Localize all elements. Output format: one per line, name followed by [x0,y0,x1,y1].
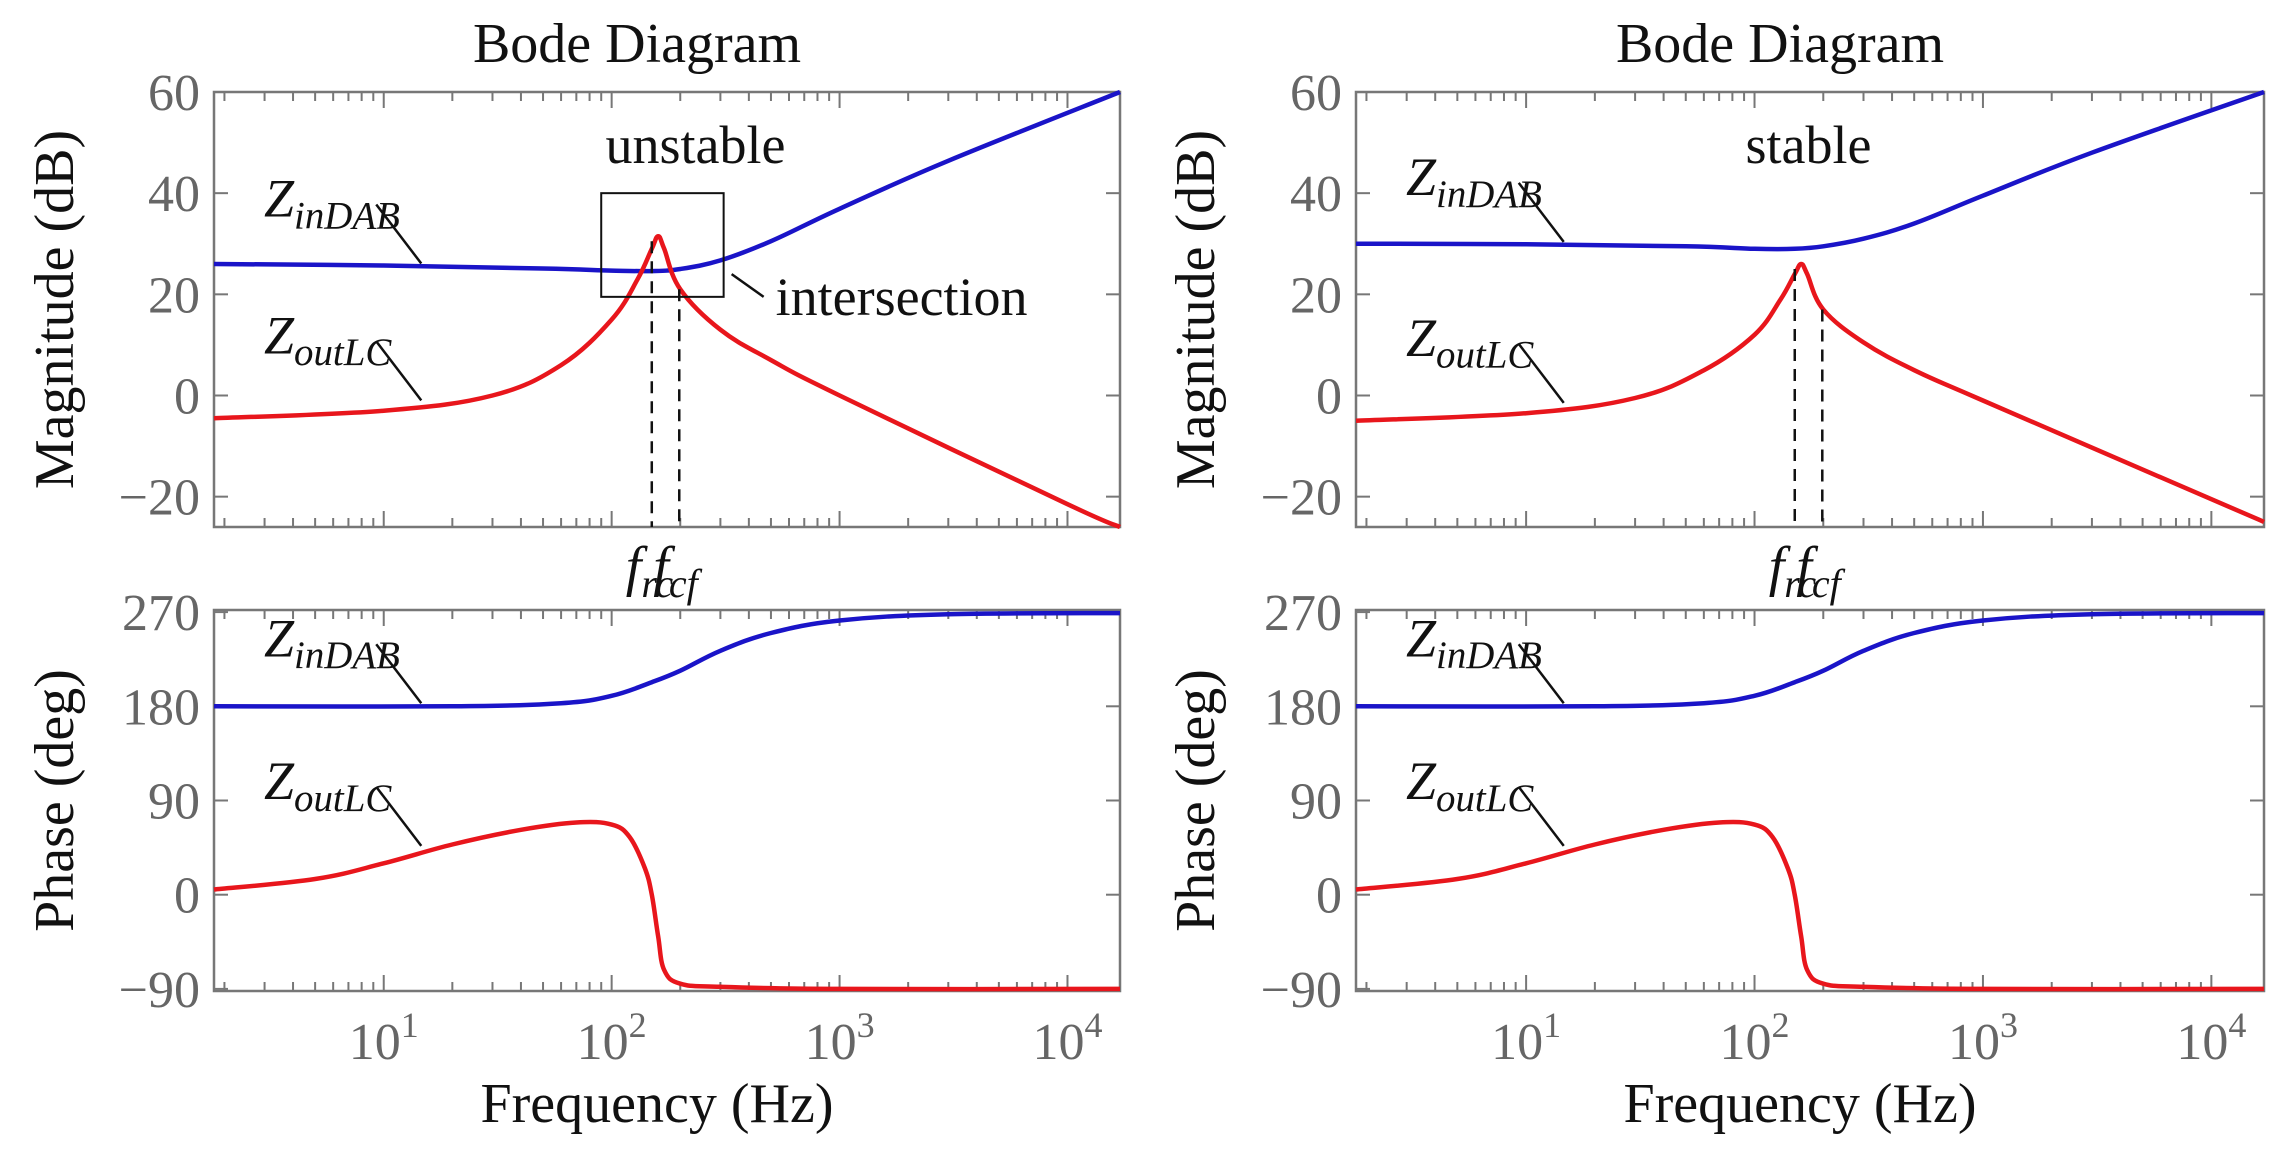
right-phase-y-tick-label: 270 [1264,585,1342,642]
left-magnitude-f-label-cf: fcf [653,536,702,606]
left-phase-leader-ZoutLC [375,786,423,847]
right-magnitude-state-label: stable [1746,115,1872,175]
left-magnitude-leader-ZinDAB [375,203,423,265]
right-magnitude-y-tick-label: 60 [1290,65,1342,122]
right-phase-x-tick-label: 103 [1948,1005,2018,1071]
left-phase-y-tick-label: −90 [119,962,200,1019]
right-magnitude-label-ZoutLC: ZoutLC [1406,308,1534,377]
left-magnitude-label-ZinDAB: ZinDAB [264,168,400,237]
left-magnitude-label-ZoutLC: ZoutLC [264,305,392,374]
right-magnitude-ylabel: Magnitude (dB) [1165,130,1227,489]
right-phase-leader-ZinDAB [1517,643,1565,705]
right-phase-x-tick-label: 104 [2176,1005,2246,1071]
right-magnitude-y-tick-label: 40 [1290,166,1342,223]
left-magnitude-y-tick-label: 60 [148,65,200,122]
right-magnitude-axes-frame [1354,90,2266,529]
left-phase-ylabel: Phase (deg) [24,669,86,932]
right-magnitude-leader-ZoutLC [1517,343,1565,404]
left-phase-x-tick-label: 102 [577,1005,647,1071]
right-magnitude-y-tick-label: 20 [1290,267,1342,324]
right-phase-series-ZinDAB [1355,610,2265,709]
right-phase-y-tick-label: 0 [1316,868,1342,925]
right-phase-label-ZinDAB: ZinDAB [1406,608,1542,677]
right-phase-xlabel: Frequency (Hz) [1624,1073,1977,1135]
left-phase-y-tick-label: 180 [122,679,200,736]
right-phase-x-tick-label: 101 [1491,1005,1561,1071]
left-magnitude-y-tick-label: 20 [148,267,200,324]
left-phase-x-tick-label: 103 [805,1005,875,1071]
left-phase-y-tick-label: 90 [148,774,200,831]
right-phase-leader-ZoutLC [1517,786,1565,847]
left-phase-label-ZinDAB: ZinDAB [264,608,400,677]
right-magnitude-leader-ZinDAB [1517,182,1565,243]
left-phase-y-tick-label: 270 [122,585,200,642]
left-magnitude-y-tick-label: 0 [174,368,200,425]
right-phase-y-tick-label: 180 [1264,679,1342,736]
left-phase-xlabel: Frequency (Hz) [481,1073,834,1135]
left-magnitude-series-ZoutLC [213,233,1121,530]
right-phase-series-ZoutLC [1355,819,2265,992]
right-magnitude-f-label-cf: fcf [1796,536,1845,606]
left-magnitude-state-label: unstable [606,115,786,175]
left-magnitude-y-tick-label: −20 [119,470,200,527]
left-magnitude-intersection-leader [730,273,765,298]
right-phase-label-ZoutLC: ZoutLC [1406,751,1534,820]
left-phase-leader-ZinDAB [375,643,423,705]
left-title: Bode Diagram [473,13,801,75]
left-magnitude-intersection-label: intersection [776,267,1028,327]
left-phase-series-ZinDAB [213,610,1121,709]
left-magnitude-ylabel: Magnitude (dB) [24,130,86,489]
right-phase-y-tick-label: −90 [1261,962,1342,1019]
left-magnitude-leader-ZoutLC [375,340,423,402]
left-phase-series-ZoutLC [213,819,1121,992]
left-phase-x-tick-label: 101 [349,1005,419,1071]
right-magnitude-series-ZoutLC [1355,261,2265,524]
right-phase-y-tick-label: 90 [1290,774,1342,831]
left-phase-x-tick-label: 104 [1032,1005,1102,1071]
left-magnitude-axes-frame [212,90,1122,529]
left-phase-y-tick-label: 0 [174,868,200,925]
right-magnitude-series-ZinDAB [1355,89,2265,252]
left-magnitude-intersection-box [600,192,725,298]
right-magnitude-y-tick-label: 0 [1316,368,1342,425]
right-magnitude-label-ZinDAB: ZinDAB [1406,147,1542,216]
left-magnitude-y-tick-label: 40 [148,166,200,223]
right-phase-ylabel: Phase (deg) [1165,669,1227,932]
right-phase-x-tick-label: 102 [1720,1005,1790,1071]
left-magnitude-series-ZinDAB [213,89,1121,274]
right-magnitude-y-tick-label: −20 [1261,470,1342,527]
right-title: Bode Diagram [1616,13,1944,75]
left-phase-label-ZoutLC: ZoutLC [264,751,392,820]
